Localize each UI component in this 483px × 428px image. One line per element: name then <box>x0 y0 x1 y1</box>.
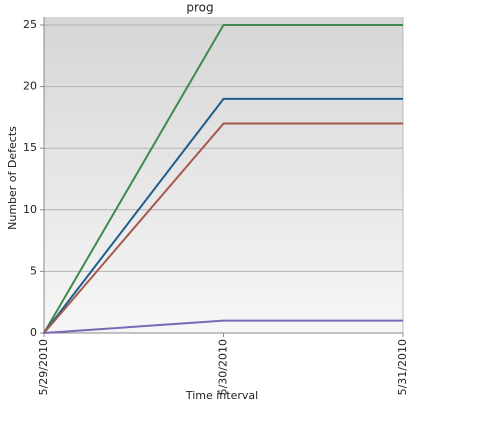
x-tick-label: 5/29/2010 <box>37 339 50 395</box>
series-line <box>43 319 403 334</box>
y-tick-label: 5 <box>30 264 37 277</box>
chart-title: prog <box>186 1 213 15</box>
y-tick-label: 20 <box>23 80 37 93</box>
plot-background <box>44 17 403 333</box>
series-line <box>43 122 403 334</box>
y-tick-label: 10 <box>23 203 37 216</box>
series-line <box>43 24 403 334</box>
y-tick-label: 25 <box>23 18 37 31</box>
y-tick-label: 0 <box>30 326 37 339</box>
y-axis-label: Number of Defects <box>6 126 19 230</box>
series-line <box>43 97 403 334</box>
y-tick-label: 15 <box>23 141 37 154</box>
x-tick-label: 5/30/2010 <box>217 339 230 395</box>
x-axis-label: Time interval <box>185 389 258 402</box>
x-tick-label: 5/31/2010 <box>396 339 409 395</box>
